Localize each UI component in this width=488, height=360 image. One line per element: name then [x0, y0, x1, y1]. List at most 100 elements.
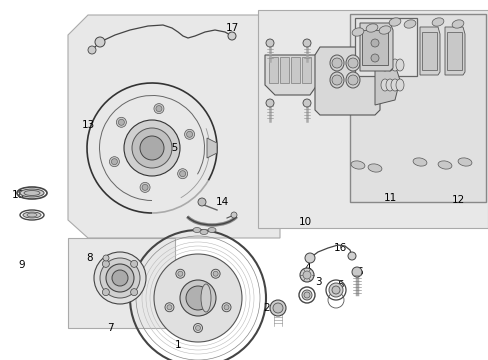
Ellipse shape — [24, 190, 40, 195]
Circle shape — [230, 212, 237, 218]
Circle shape — [272, 303, 283, 313]
Ellipse shape — [27, 213, 37, 217]
Circle shape — [370, 39, 378, 47]
Ellipse shape — [366, 24, 377, 32]
Circle shape — [224, 305, 228, 310]
Circle shape — [106, 264, 134, 292]
Circle shape — [94, 252, 146, 304]
Circle shape — [132, 128, 172, 168]
Ellipse shape — [457, 158, 471, 166]
Ellipse shape — [329, 72, 343, 88]
Circle shape — [118, 119, 124, 125]
Polygon shape — [68, 15, 280, 238]
Circle shape — [130, 289, 137, 296]
Ellipse shape — [378, 26, 390, 34]
Circle shape — [178, 271, 183, 276]
Bar — [361, 30, 387, 65]
Ellipse shape — [350, 161, 364, 169]
Circle shape — [103, 255, 109, 261]
Circle shape — [102, 289, 109, 296]
Ellipse shape — [403, 20, 415, 28]
Circle shape — [112, 270, 128, 286]
Text: 1: 1 — [174, 340, 181, 350]
Ellipse shape — [346, 72, 359, 88]
Ellipse shape — [347, 58, 357, 68]
Circle shape — [213, 271, 218, 276]
Circle shape — [154, 254, 242, 342]
Bar — [268, 57, 278, 83]
Circle shape — [227, 32, 236, 40]
Bar — [354, 18, 416, 76]
Circle shape — [305, 253, 314, 263]
Circle shape — [177, 169, 187, 179]
Circle shape — [156, 105, 162, 112]
Circle shape — [164, 303, 174, 312]
Polygon shape — [206, 138, 217, 158]
Text: 17: 17 — [225, 23, 238, 33]
Circle shape — [180, 280, 216, 316]
Circle shape — [303, 39, 310, 47]
Polygon shape — [349, 14, 485, 202]
Circle shape — [302, 290, 311, 300]
Ellipse shape — [380, 59, 388, 71]
Ellipse shape — [20, 189, 44, 197]
Circle shape — [351, 267, 361, 277]
Circle shape — [265, 39, 273, 47]
Circle shape — [186, 131, 192, 137]
Circle shape — [299, 268, 313, 282]
Circle shape — [303, 271, 310, 279]
Ellipse shape — [395, 79, 403, 91]
Ellipse shape — [329, 55, 343, 71]
Text: 12: 12 — [450, 195, 464, 205]
Ellipse shape — [451, 20, 463, 28]
Text: 10: 10 — [298, 217, 311, 227]
Circle shape — [198, 198, 205, 206]
Polygon shape — [374, 60, 399, 105]
Bar — [421, 32, 436, 70]
Ellipse shape — [331, 58, 341, 68]
Circle shape — [124, 120, 180, 176]
Circle shape — [179, 171, 185, 177]
Polygon shape — [359, 23, 392, 71]
Circle shape — [109, 157, 119, 167]
Circle shape — [184, 129, 194, 139]
Text: 7: 7 — [106, 323, 113, 333]
Ellipse shape — [385, 79, 393, 91]
Circle shape — [88, 46, 96, 54]
Circle shape — [370, 54, 378, 62]
Ellipse shape — [351, 28, 363, 36]
Circle shape — [303, 99, 310, 107]
Ellipse shape — [367, 164, 381, 172]
Ellipse shape — [390, 79, 398, 91]
Circle shape — [222, 303, 230, 312]
Ellipse shape — [331, 75, 341, 85]
Polygon shape — [314, 47, 379, 115]
Bar — [280, 57, 288, 83]
Ellipse shape — [207, 228, 216, 233]
Ellipse shape — [390, 59, 398, 71]
Circle shape — [193, 324, 202, 333]
Text: 14: 14 — [215, 197, 228, 207]
Circle shape — [269, 300, 285, 316]
Circle shape — [347, 252, 355, 260]
Circle shape — [154, 104, 163, 114]
Ellipse shape — [431, 18, 443, 26]
Text: 4: 4 — [304, 263, 311, 273]
Ellipse shape — [201, 284, 210, 312]
Ellipse shape — [388, 18, 400, 26]
Circle shape — [304, 292, 309, 298]
Circle shape — [185, 286, 209, 310]
Text: 3: 3 — [314, 277, 321, 287]
Bar — [68, 238, 175, 328]
Bar — [446, 32, 461, 70]
Circle shape — [100, 258, 140, 298]
Circle shape — [111, 159, 117, 165]
Ellipse shape — [23, 212, 41, 218]
Polygon shape — [258, 10, 487, 228]
Ellipse shape — [385, 59, 393, 71]
Ellipse shape — [200, 230, 207, 234]
Ellipse shape — [347, 75, 357, 85]
Text: 8: 8 — [86, 253, 93, 263]
Text: 9: 9 — [19, 260, 25, 270]
Bar — [302, 57, 310, 83]
